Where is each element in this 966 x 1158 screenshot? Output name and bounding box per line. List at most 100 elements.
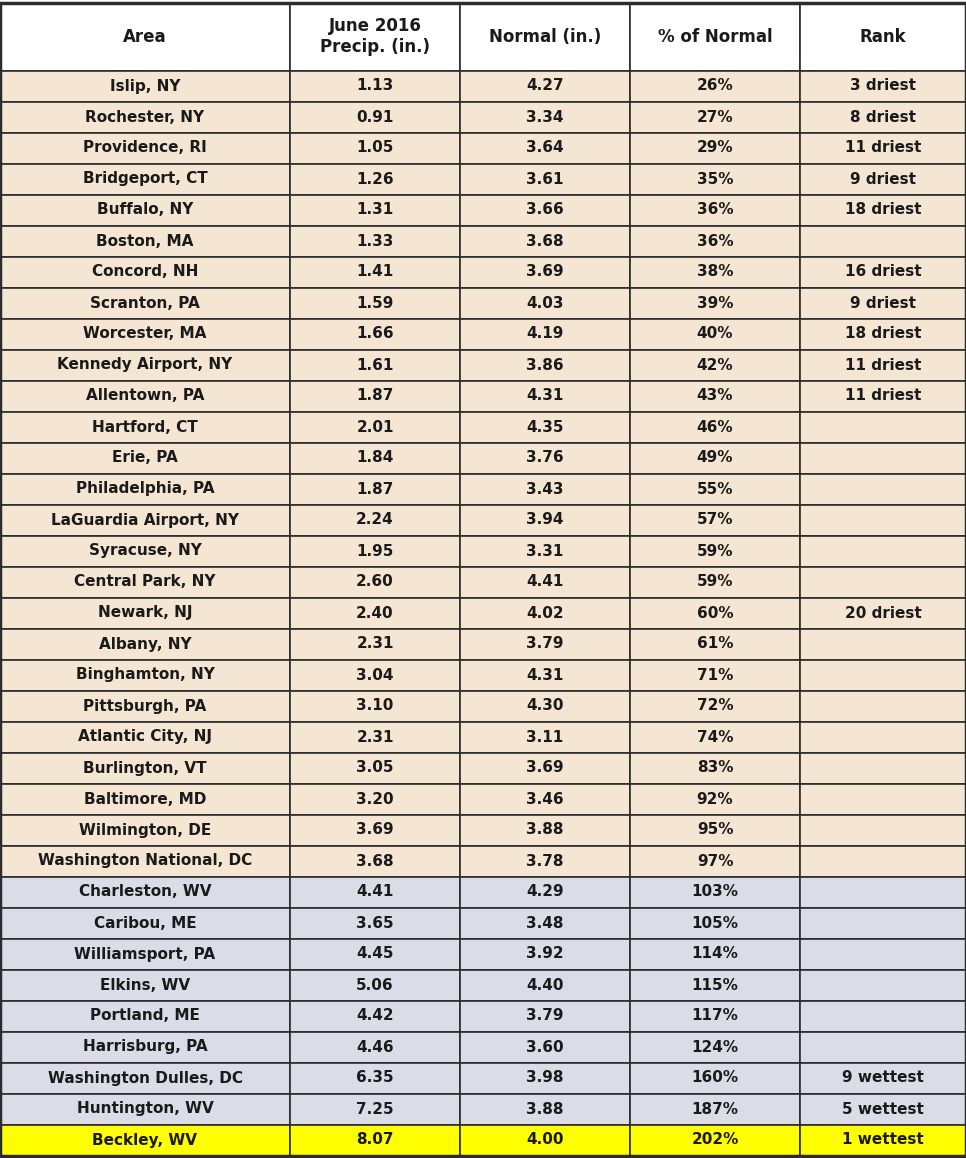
Text: 36%: 36% [696, 234, 733, 249]
Bar [0, 1032, 290, 1063]
Bar [630, 381, 800, 411]
Bar [290, 969, 460, 1001]
Bar [800, 753, 966, 784]
Bar [0, 71, 290, 102]
Text: 9 driest: 9 driest [850, 171, 916, 186]
Text: 46%: 46% [696, 419, 733, 434]
Text: Normal (in.): Normal (in.) [489, 28, 601, 45]
Text: Williamsport, PA: Williamsport, PA [74, 946, 215, 961]
Text: 3.05: 3.05 [356, 761, 394, 776]
Bar [630, 1001, 800, 1032]
Text: 2.40: 2.40 [356, 606, 394, 621]
Text: 3.68: 3.68 [526, 234, 564, 249]
Bar [630, 660, 800, 690]
Bar [630, 474, 800, 505]
Bar [800, 163, 966, 195]
Bar [290, 287, 460, 318]
Text: 124%: 124% [692, 1040, 739, 1055]
Bar [630, 411, 800, 442]
Text: 9 wettest: 9 wettest [842, 1070, 923, 1085]
Bar [630, 721, 800, 753]
Text: 59%: 59% [696, 574, 733, 589]
Bar [630, 784, 800, 814]
Text: 1.26: 1.26 [356, 171, 394, 186]
Bar [460, 845, 630, 877]
Bar [0, 474, 290, 505]
Text: 117%: 117% [692, 1009, 738, 1024]
Text: Concord, NH: Concord, NH [92, 264, 198, 279]
Bar [0, 566, 290, 598]
Text: 4.40: 4.40 [526, 977, 564, 992]
Bar [460, 566, 630, 598]
Text: 36%: 36% [696, 203, 733, 218]
Bar [800, 690, 966, 721]
Text: 92%: 92% [696, 792, 733, 806]
Text: Beckley, WV: Beckley, WV [93, 1133, 197, 1148]
Bar [0, 350, 290, 381]
Text: 43%: 43% [696, 388, 733, 403]
Bar [460, 2, 630, 71]
Bar [630, 877, 800, 908]
Bar [290, 102, 460, 132]
Text: 20 driest: 20 driest [844, 606, 922, 621]
Bar [290, 350, 460, 381]
Bar [0, 721, 290, 753]
Text: 3.79: 3.79 [526, 1009, 564, 1024]
Bar [460, 938, 630, 969]
Bar [290, 474, 460, 505]
Bar [630, 969, 800, 1001]
Text: 71%: 71% [696, 667, 733, 682]
Text: 3.98: 3.98 [526, 1070, 564, 1085]
Bar [800, 721, 966, 753]
Text: 4.42: 4.42 [356, 1009, 394, 1024]
Bar [800, 350, 966, 381]
Text: LaGuardia Airport, NY: LaGuardia Airport, NY [51, 513, 239, 528]
Bar [800, 381, 966, 411]
Bar [460, 1063, 630, 1093]
Text: 187%: 187% [692, 1101, 738, 1116]
Bar [0, 814, 290, 845]
Text: 5 wettest: 5 wettest [842, 1101, 923, 1116]
Text: 4.41: 4.41 [356, 885, 394, 900]
Text: 16 driest: 16 driest [844, 264, 922, 279]
Text: Washington National, DC: Washington National, DC [38, 853, 252, 868]
Bar [630, 102, 800, 132]
Bar [290, 1032, 460, 1063]
Text: 72%: 72% [696, 698, 733, 713]
Bar [800, 505, 966, 535]
Text: Erie, PA: Erie, PA [112, 450, 178, 466]
Text: Islip, NY: Islip, NY [110, 79, 181, 94]
Bar [800, 1063, 966, 1093]
Bar [800, 102, 966, 132]
Text: Charleston, WV: Charleston, WV [79, 885, 212, 900]
Bar [800, 257, 966, 287]
Text: 103%: 103% [692, 885, 738, 900]
Bar [0, 226, 290, 257]
Text: Allentown, PA: Allentown, PA [86, 388, 204, 403]
Text: 83%: 83% [696, 761, 733, 776]
Bar [460, 721, 630, 753]
Text: 4.41: 4.41 [526, 574, 564, 589]
Bar [800, 1001, 966, 1032]
Text: 11 driest: 11 driest [845, 358, 922, 373]
Bar [630, 132, 800, 163]
Text: 3.92: 3.92 [526, 946, 564, 961]
Text: 3.34: 3.34 [526, 110, 564, 125]
Bar [460, 690, 630, 721]
Text: Newark, NJ: Newark, NJ [98, 606, 192, 621]
Bar [630, 535, 800, 566]
Bar [0, 505, 290, 535]
Text: 4.03: 4.03 [526, 295, 564, 310]
Text: Huntington, WV: Huntington, WV [76, 1101, 213, 1116]
Text: 4.02: 4.02 [526, 606, 564, 621]
Bar [800, 195, 966, 226]
Text: 3.10: 3.10 [356, 698, 394, 713]
Text: Syracuse, NY: Syracuse, NY [89, 543, 202, 558]
Text: 4.35: 4.35 [526, 419, 564, 434]
Text: 57%: 57% [696, 513, 733, 528]
Bar [630, 690, 800, 721]
Bar [0, 2, 290, 71]
Bar [290, 566, 460, 598]
Bar [0, 318, 290, 350]
Bar [290, 598, 460, 629]
